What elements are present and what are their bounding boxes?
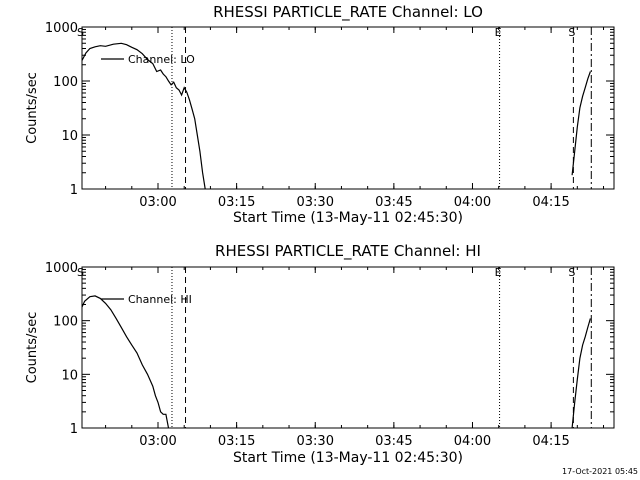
series-line bbox=[571, 318, 591, 429]
series-line bbox=[81, 295, 170, 429]
plot-frame bbox=[81, 266, 615, 429]
x-tick-label: 03:30 bbox=[297, 195, 334, 210]
y-tick-label: 1 bbox=[70, 422, 78, 437]
event-marker-label: E bbox=[495, 26, 502, 39]
chart-title: RHESSI PARTICLE_RATE Channel: LO bbox=[213, 3, 483, 22]
y-tick-label: 100 bbox=[53, 315, 78, 330]
legend-entry: Channel: HI bbox=[128, 293, 192, 306]
x-axis-label: Start Time (13-May-11 02:45:30) bbox=[233, 210, 463, 226]
event-marker-label: S bbox=[568, 266, 575, 279]
x-tick-label: 04:15 bbox=[532, 195, 569, 210]
timestamp-label: 17-Oct-2021 05:45 bbox=[562, 467, 638, 476]
event-marker-label: E bbox=[495, 266, 502, 279]
event-marker-label: S bbox=[568, 26, 575, 39]
x-tick-label: 03:00 bbox=[139, 195, 176, 210]
x-tick-label: 03:00 bbox=[139, 434, 176, 449]
x-tick-label: 03:15 bbox=[218, 195, 255, 210]
panel-lo: RHESSI PARTICLE_RATE Channel: LO 03:00 03:… bbox=[25, 3, 615, 226]
chart-title: RHESSI PARTICLE_RATE Channel: HI bbox=[215, 242, 481, 261]
series-line bbox=[81, 42, 206, 190]
x-tick-label: 04:00 bbox=[454, 434, 491, 449]
x-tick-label: 03:15 bbox=[218, 434, 255, 449]
y-tick-label: 10 bbox=[61, 129, 78, 144]
panel-hi: RHESSI PARTICLE_RATE Channel: HI 03:00 03:… bbox=[25, 242, 615, 466]
y-axis-label: Counts/sec bbox=[25, 72, 40, 144]
x-tick-label: 03:30 bbox=[297, 434, 334, 449]
series-line bbox=[571, 71, 591, 176]
y-tick-label: 10 bbox=[61, 368, 78, 383]
y-tick-label: 1000 bbox=[45, 261, 78, 276]
y-tick-label: 1 bbox=[70, 183, 78, 198]
x-tick-label: 04:15 bbox=[532, 434, 569, 449]
event-marker-label: S bbox=[77, 26, 84, 39]
plot-frame bbox=[81, 26, 615, 190]
x-tick-label: 03:45 bbox=[375, 434, 412, 449]
y-axis-label: Counts/sec bbox=[25, 312, 40, 384]
y-tick-label: 1000 bbox=[45, 21, 78, 36]
legend-entry: Channel: LO bbox=[128, 53, 195, 66]
x-tick-label: 03:45 bbox=[375, 195, 412, 210]
x-axis-label: Start Time (13-May-11 02:45:30) bbox=[233, 450, 463, 466]
y-tick-label: 100 bbox=[53, 75, 78, 90]
x-tick-label: 04:00 bbox=[454, 195, 491, 210]
event-marker-label: S bbox=[77, 266, 84, 279]
